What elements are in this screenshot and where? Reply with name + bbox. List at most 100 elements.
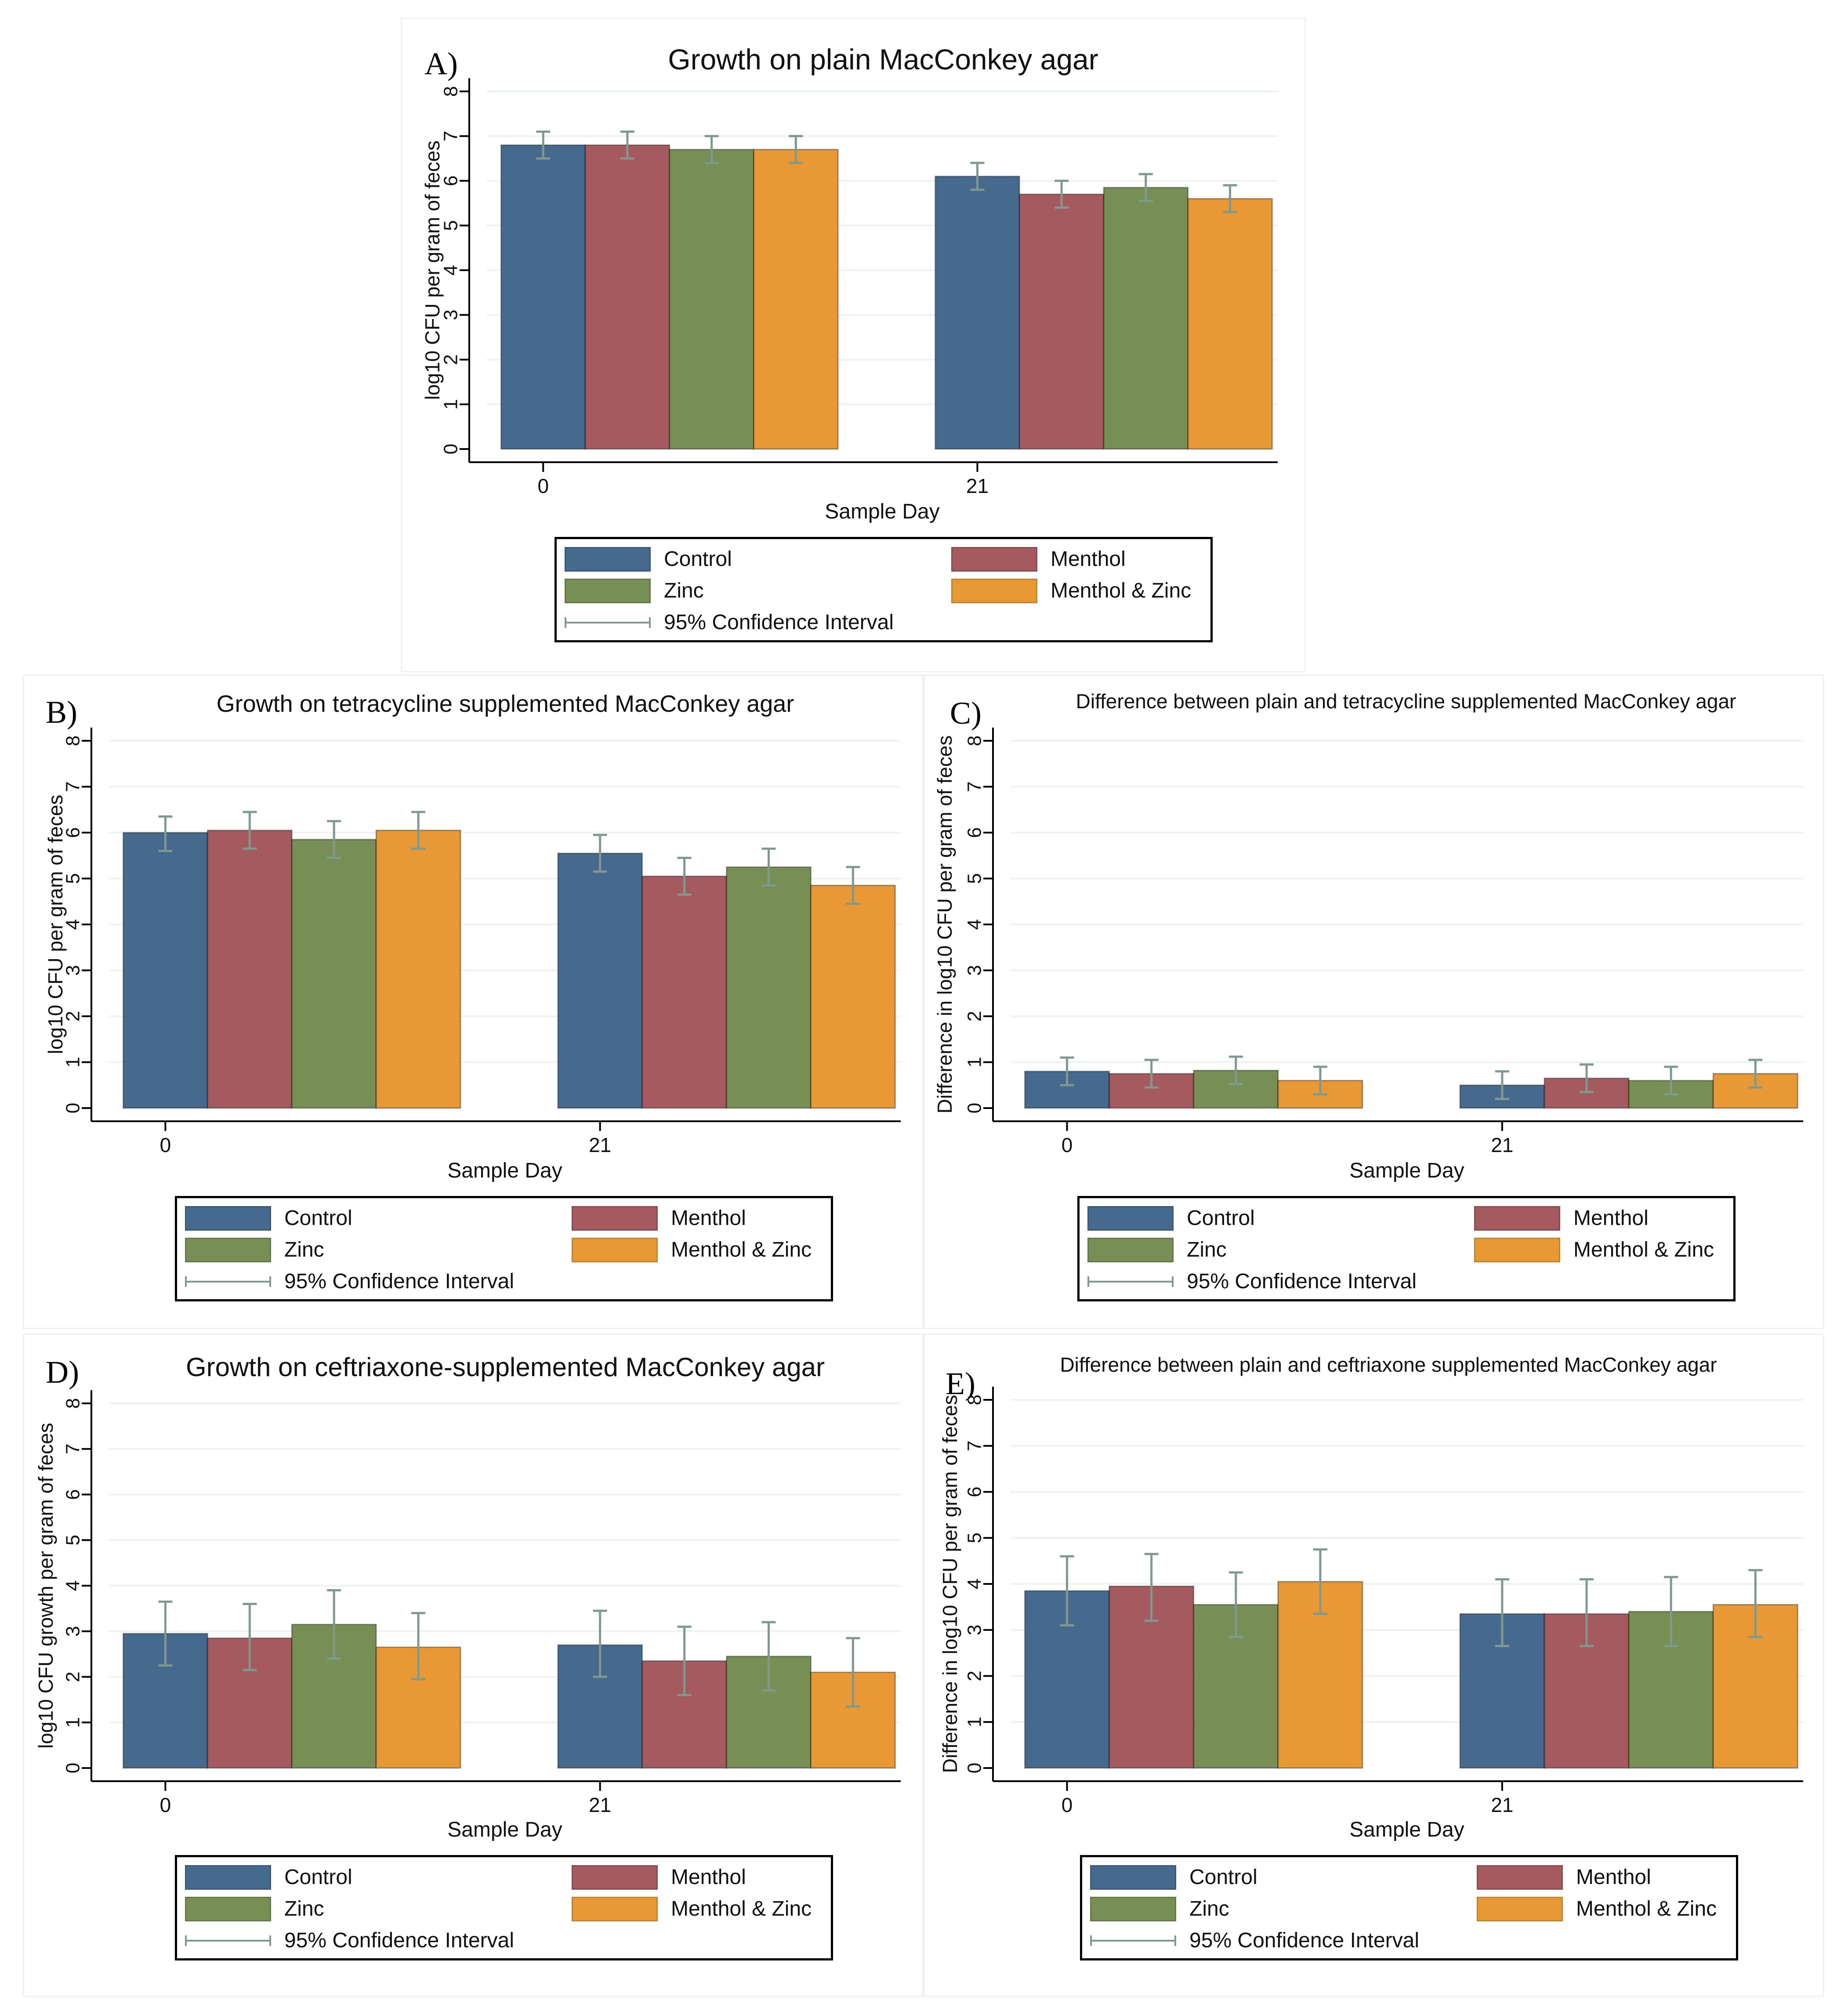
y-tick-label: 0 <box>964 1763 986 1773</box>
legend-item-menthol-zinc: Menthol & Zinc <box>572 1897 879 1921</box>
bar-control-day-0 <box>500 144 586 450</box>
legend-item-zinc: Zinc <box>1087 1238 1395 1262</box>
legend-item-control: Control <box>1090 1865 1398 1890</box>
y-tick-label: 6 <box>440 175 462 186</box>
legend-swatch <box>951 579 1037 603</box>
legend-label: Menthol <box>1576 1866 1651 1889</box>
legend-swatch <box>572 1206 658 1231</box>
legend-swatch <box>951 547 1037 572</box>
legend-label: 95% Confidence Interval <box>284 1270 514 1293</box>
bar-zinc-day-0 <box>291 1623 377 1769</box>
y-tick-label: 7 <box>964 1441 986 1451</box>
x-tick-label: 21 <box>1491 1794 1513 1816</box>
bar-control-day-21 <box>557 852 643 1109</box>
y-tick-label: 3 <box>964 965 986 975</box>
legend-label: Zinc <box>664 579 704 602</box>
legend-item-menthol-zinc: Menthol & Zinc <box>1474 1238 1782 1262</box>
y-axis-label: Difference in log10 CFU per gram of fece… <box>938 1395 961 1773</box>
legend-c: Control Menthol Zinc Menthol & Zinc 95% Conf… <box>1077 1196 1736 1301</box>
y-axis-label: log10 CFU per gram of feces <box>421 141 444 400</box>
chart-title: Growth on tetracycline supplemented MacC… <box>217 691 794 717</box>
y-tick-label: 8 <box>964 1395 986 1405</box>
legend-label: Control <box>664 547 732 571</box>
bar-menthol-zinc-day-0 <box>1277 1581 1363 1769</box>
legend-label: Menthol <box>1051 547 1126 571</box>
x-tick-label: 21 <box>1491 1134 1513 1156</box>
x-tick-label: 0 <box>1062 1134 1073 1156</box>
y-tick-label: 2 <box>964 1011 986 1022</box>
y-tick-label: 7 <box>62 781 84 792</box>
y-tick-label: 5 <box>964 1533 986 1543</box>
legend-label: Control <box>284 1207 352 1230</box>
legend-swatch <box>1474 1206 1560 1231</box>
bar-menthol-zinc-day-21 <box>810 884 896 1109</box>
legend-label: Menthol & Zinc <box>1051 579 1192 602</box>
legend-label: 95% Confidence Interval <box>1187 1270 1417 1293</box>
y-tick-label: 5 <box>964 873 986 884</box>
legend-item-ci: 95% Confidence Interval <box>185 1269 514 1294</box>
y-tick-label: 6 <box>62 1489 84 1500</box>
legend-label: Menthol <box>1573 1207 1649 1230</box>
legend-swatch <box>572 1897 658 1921</box>
legend-item-zinc: Zinc <box>185 1238 493 1262</box>
chart-title: Growth on plain MacConkey agar <box>668 43 1098 76</box>
legend-label: 95% Confidence Interval <box>664 611 894 634</box>
bar-menthol-zinc-day-0 <box>375 830 461 1109</box>
legend-d: Control Menthol Zinc Menthol & Zinc 95% Conf… <box>175 1855 833 1960</box>
y-tick-label: 3 <box>62 965 84 975</box>
y-tick-label: 6 <box>964 1486 986 1497</box>
legend-item-control: Control <box>1087 1206 1395 1231</box>
panel-letter-d: D) <box>46 1355 79 1390</box>
x-axis-label: Sample Day <box>447 1159 562 1182</box>
legend-swatch <box>1087 1206 1174 1231</box>
legend-label: 95% Confidence Interval <box>1189 1929 1419 1952</box>
legend-swatch <box>565 579 651 603</box>
legend-item-menthol: Menthol <box>951 547 1259 572</box>
legend-item-menthol-zinc: Menthol & Zinc <box>572 1238 879 1262</box>
legend-label: Menthol <box>671 1866 746 1889</box>
legend-swatch <box>1090 1897 1176 1921</box>
y-tick-label: 6 <box>62 827 84 838</box>
x-tick-label: 21 <box>589 1794 611 1816</box>
y-tick-label: 4 <box>964 1579 986 1589</box>
panel-letter-c: C) <box>950 696 982 731</box>
y-tick-label: 3 <box>62 1626 84 1637</box>
y-tick-label: 8 <box>964 736 986 746</box>
panel-letter-a: A) <box>424 46 458 81</box>
bar-menthol-zinc-day-0 <box>753 149 839 450</box>
y-tick-label: 5 <box>62 873 84 884</box>
legend-swatch <box>572 1865 658 1890</box>
legend-ci-symbol <box>565 617 651 628</box>
legend-a: Control Menthol Zinc Menthol & Zinc 95% Conf… <box>554 537 1213 642</box>
x-axis-label: Sample Day <box>447 1818 562 1841</box>
y-tick-label: 4 <box>440 265 462 275</box>
y-tick-label: 1 <box>964 1057 986 1067</box>
y-tick-label: 2 <box>62 1671 84 1682</box>
legend-ci-symbol <box>1090 1935 1176 1946</box>
legend-item-ci: 95% Confidence Interval <box>565 610 894 635</box>
y-tick-label: 1 <box>440 399 462 409</box>
chart-title: Growth on ceftriaxone-supplemented MacCo… <box>186 1352 825 1382</box>
y-tick-label: 4 <box>62 1580 84 1591</box>
legend-item-menthol: Menthol <box>572 1206 879 1231</box>
bar-menthol-day-21 <box>641 875 728 1109</box>
y-tick-label: 2 <box>62 1011 84 1022</box>
y-axis-label: Difference in log10 CFU per gram of fece… <box>933 736 956 1114</box>
y-tick-label: 2 <box>964 1670 986 1681</box>
legend-swatch <box>185 1238 271 1262</box>
y-tick-label: 3 <box>964 1625 986 1635</box>
legend-item-control: Control <box>185 1206 493 1231</box>
bar-zinc-day-0 <box>669 149 755 450</box>
legend-label: Zinc <box>284 1897 324 1920</box>
legend-swatch <box>1090 1865 1176 1890</box>
x-tick-label: 0 <box>160 1134 171 1156</box>
legend-item-ci: 95% Confidence Interval <box>185 1928 514 1953</box>
y-axis-label: log10 CFU growth per gram of feces <box>34 1423 57 1748</box>
x-axis-label: Sample Day <box>825 500 939 523</box>
legend-b: Control Menthol Zinc Menthol & Zinc 95% Conf… <box>175 1196 833 1301</box>
y-tick-label: 4 <box>62 919 84 930</box>
legend-label: Zinc <box>1187 1238 1227 1261</box>
legend-item-menthol: Menthol <box>1474 1206 1782 1231</box>
y-tick-label: 0 <box>964 1103 986 1113</box>
